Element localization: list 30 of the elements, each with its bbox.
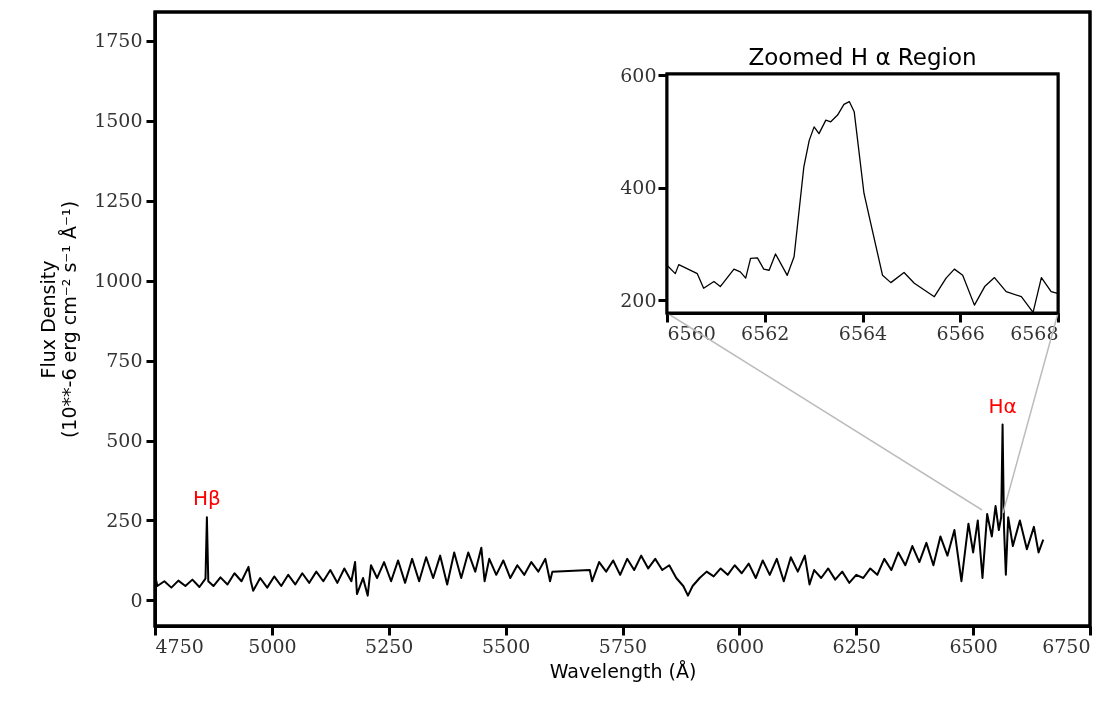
y-tick-label: 1250	[94, 189, 143, 212]
annotation: Hα	[988, 393, 1017, 418]
x-axis-title: Wavelength (Å)	[549, 659, 697, 682]
x-tick-label: 4750	[155, 634, 204, 657]
x-tick-label: 6564	[838, 321, 888, 344]
x-tick-label: 6750	[1042, 634, 1091, 657]
y-tick-label: 1500	[94, 109, 143, 132]
x-tick-label: 6568	[1010, 321, 1059, 344]
y-tick-label: 500	[106, 429, 143, 452]
x-tick-label: 5000	[248, 634, 297, 657]
x-tick-label: 5750	[598, 634, 648, 657]
x-tick-label: 5500	[481, 634, 531, 657]
x-tick-label: 6250	[832, 634, 881, 657]
x-tick-label: 6562	[741, 321, 790, 344]
y-tick-label: 400	[620, 176, 657, 199]
x-tick-label: 6566	[936, 321, 985, 344]
x-tick-label: 6500	[949, 634, 998, 657]
y-tick-label: 200	[620, 288, 657, 311]
y-tick-label: 750	[106, 349, 143, 372]
y-tick-label: 1000	[94, 269, 143, 292]
x-tick-label: 6000	[715, 634, 765, 657]
y-axis-title: Flux Density (10**-6 erg cm⁻² s⁻¹ Å⁻¹)	[37, 200, 81, 439]
y-tick-label: 1750	[94, 29, 143, 52]
y-tick-label: 250	[106, 508, 143, 531]
y-tick-label: 600	[620, 63, 657, 86]
annotation: Hβ	[192, 486, 221, 511]
y-tick-label: 0	[130, 588, 143, 611]
chart-title: Zoomed H α Region	[748, 44, 977, 70]
x-tick-label: 5250	[365, 634, 414, 657]
x-tick-label: 6560	[667, 321, 716, 344]
